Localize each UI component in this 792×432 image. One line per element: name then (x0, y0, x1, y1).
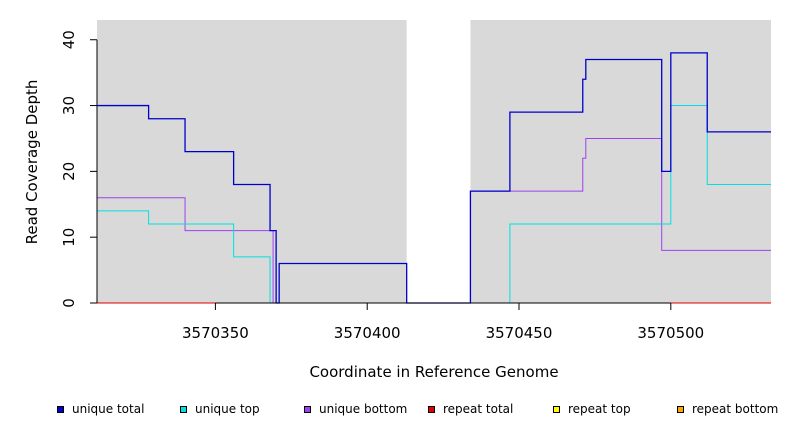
x-axis-label: Coordinate in Reference Genome (309, 363, 558, 381)
legend-label: unique top (195, 402, 260, 416)
x-tick-label: 3570350 (182, 324, 249, 342)
y-tick-label: 0 (60, 298, 78, 308)
y-axis-label: Read Coverage Depth (23, 80, 41, 245)
legend-swatch (180, 405, 187, 413)
legend-item-unique-total: unique total (57, 402, 144, 416)
legend-item-repeat-bottom: repeat bottom (677, 402, 778, 416)
legend-label: unique total (72, 402, 145, 416)
legend-swatch (57, 405, 64, 413)
legend-label: unique bottom (319, 402, 408, 416)
y-tick-label: 30 (60, 96, 78, 115)
axis-layer: 0 10 20 30 40 3570350 3570400 3570450 3570500 (60, 30, 704, 342)
coverage-chart: 0 10 20 30 40 3570350 3570400 3570450 3570500 Co… (23, 20, 771, 381)
legend-item-unique-bottom: unique bottom (304, 402, 407, 416)
legend-item-unique-top: unique top (180, 402, 260, 416)
y-tick-label: 20 (60, 162, 78, 181)
legend-swatch (553, 405, 560, 413)
x-tick-label: 3570500 (637, 324, 704, 342)
coverage-gap-region (406, 20, 471, 303)
legend: unique total unique top unique bottom repea… (0, 400, 792, 420)
legend-label: repeat top (568, 402, 631, 416)
x-tick-label: 3570450 (486, 324, 553, 342)
x-tick-label: 3570400 (334, 324, 401, 342)
legend-swatch (304, 405, 311, 413)
legend-label: repeat total (443, 402, 514, 416)
legend-label: repeat bottom (692, 402, 779, 416)
legend-swatch (428, 405, 435, 413)
y-tick-label: 40 (60, 30, 78, 49)
legend-item-repeat-total: repeat total (428, 402, 513, 416)
legend-swatch (677, 405, 684, 413)
y-tick-label: 10 (60, 228, 78, 247)
legend-item-repeat-top: repeat top (553, 402, 631, 416)
